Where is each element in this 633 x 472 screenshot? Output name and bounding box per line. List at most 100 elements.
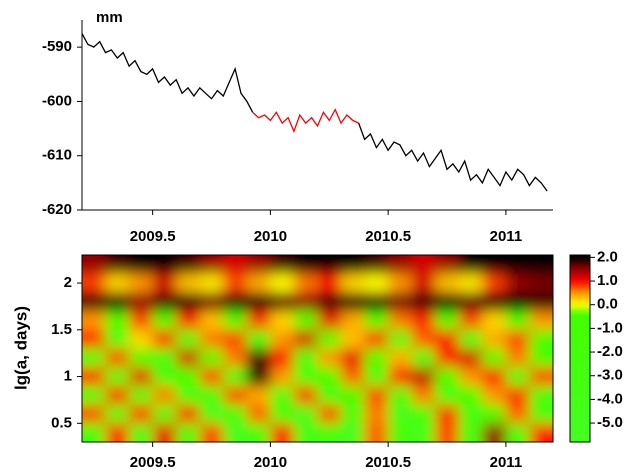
heat-cell (152, 329, 177, 349)
heat-cell (388, 385, 413, 406)
heat-cell (364, 273, 389, 293)
heat-cell (270, 348, 295, 368)
heat-cell (270, 385, 295, 406)
heat-cell (388, 348, 413, 368)
x-tick-label: 2011 (490, 454, 523, 471)
heat-cell (317, 311, 342, 331)
heat-cell (82, 292, 107, 312)
colorbar-tick-label: -4.0 (597, 390, 623, 407)
y-axis-label: mm (96, 9, 123, 26)
heat-cell (411, 255, 436, 275)
heat-cell (176, 311, 201, 331)
heat-cell (129, 273, 154, 293)
heat-cell (82, 348, 107, 368)
heat-cell (458, 423, 483, 442)
heat-cell (129, 404, 154, 424)
heat-cell (388, 329, 413, 349)
heat-cell (317, 348, 342, 368)
colorbar-tick-label: -3.0 (597, 367, 623, 384)
colorbar-tick-label: -2.0 (597, 343, 623, 360)
heat-cell (152, 311, 177, 331)
heat-cell (458, 273, 483, 293)
heat-cell (293, 292, 318, 312)
x-tick-label: 2009.5 (130, 228, 176, 245)
heat-cell (341, 404, 366, 424)
heat-cell (246, 367, 271, 387)
heat-cell (364, 311, 389, 331)
heat-cell (388, 367, 413, 387)
heat-cell (270, 255, 295, 275)
heat-cell (458, 329, 483, 349)
heatmap-cells (82, 255, 553, 442)
heat-cell (176, 329, 201, 349)
heat-cell (435, 348, 460, 368)
heat-cell (270, 292, 295, 312)
heat-cell (293, 367, 318, 387)
heat-cell (317, 367, 342, 387)
heat-cell (482, 311, 507, 331)
heat-cell (529, 367, 553, 387)
heat-cell (223, 329, 248, 349)
heatmap (82, 255, 553, 442)
heat-cell (411, 367, 436, 387)
plot-frame (81, 254, 554, 443)
heat-cell (317, 273, 342, 293)
heat-cell (152, 292, 177, 312)
heat-cell (458, 255, 483, 275)
heat-cell (105, 385, 130, 406)
heat-cell (199, 404, 224, 424)
heat-cell (105, 273, 130, 293)
heat-cell (435, 329, 460, 349)
heat-cell (129, 255, 154, 275)
heat-cell (129, 348, 154, 368)
heat-cell (246, 292, 271, 312)
heat-cell (293, 255, 318, 275)
heat-cell (435, 292, 460, 312)
heat-cell (505, 311, 530, 331)
heat-cell (152, 404, 177, 424)
heat-cell (482, 273, 507, 293)
heat-cell (223, 367, 248, 387)
y-axis-label: lg(a, days) (11, 306, 30, 390)
heat-cell (199, 273, 224, 293)
x-tick-label: 2010.5 (365, 228, 411, 245)
heat-cell (317, 423, 342, 442)
heat-cell (482, 348, 507, 368)
heat-cell (388, 292, 413, 312)
heat-cell (223, 311, 248, 331)
heat-cell (223, 348, 248, 368)
heat-cell (505, 385, 530, 406)
heat-cell (82, 255, 107, 275)
x-tick-label: 2009.5 (130, 454, 176, 471)
heat-cell (529, 292, 553, 312)
heat-cell (293, 273, 318, 293)
colorbar-tick-label: 1.0 (597, 272, 618, 289)
heat-cell (199, 311, 224, 331)
colorbar-tick-label: -5.0 (597, 414, 623, 431)
heat-cell (388, 311, 413, 331)
heat-cell (223, 423, 248, 442)
heat-cell (341, 292, 366, 312)
heat-cell (82, 273, 107, 293)
heat-cell (293, 348, 318, 368)
heat-cell (105, 423, 130, 442)
x-tick-label: 2010 (254, 454, 287, 471)
heat-cell (482, 404, 507, 424)
heat-cell (105, 311, 130, 331)
heat-cell (246, 311, 271, 331)
line-series (252, 108, 359, 134)
heat-cell (199, 329, 224, 349)
heat-cell (176, 348, 201, 368)
heat-cell (505, 273, 530, 293)
heat-cell (317, 329, 342, 349)
y-tick-label: 1.5 (51, 321, 72, 338)
heat-cell (270, 329, 295, 349)
heat-cell (411, 404, 436, 424)
heat-cell (129, 385, 154, 406)
heat-cell (176, 255, 201, 275)
heat-cell (341, 385, 366, 406)
y-tick-label: -610 (42, 147, 72, 164)
heat-cell (505, 255, 530, 275)
x-tick-label: 2011 (490, 228, 523, 245)
heat-cell (435, 367, 460, 387)
